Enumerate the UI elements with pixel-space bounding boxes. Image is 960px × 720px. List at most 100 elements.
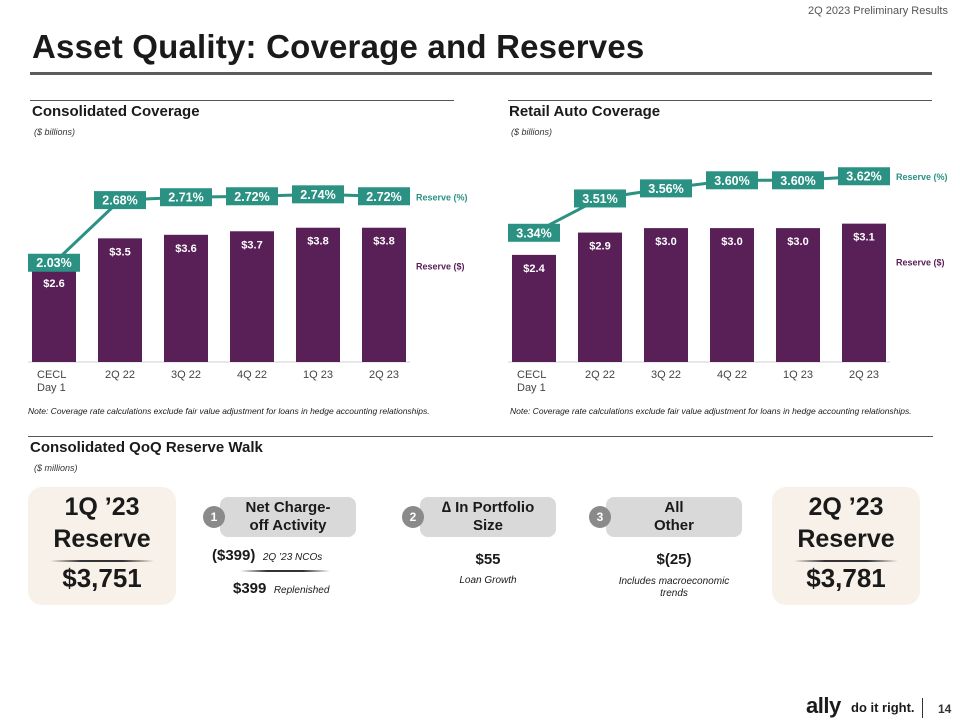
consolidated-line-label-0: 2.03% [36, 256, 71, 270]
retail-legend-reserve-dollars: Reserve ($) [896, 258, 945, 268]
tagline: do it right. [851, 700, 915, 715]
consolidated-category-label-2: 3Q 22 [171, 369, 201, 381]
reserve-walk-units: ($ millions) [34, 463, 78, 473]
step-net-charge-off-box: Net Charge- off Activity [220, 497, 356, 537]
retail-auto-coverage-title: Retail Auto Coverage [509, 103, 661, 120]
consolidated-line-marker-2 [160, 188, 212, 207]
start-reserve-box: 1Q ’23 Reserve $3,751 [28, 487, 176, 605]
consolidated-line-marker-5 [358, 187, 410, 206]
retail-bar-2 [644, 228, 688, 362]
end-reserve-label-line2: Reserve [797, 525, 895, 553]
retail-bar-label-0: $2.4 [523, 263, 545, 275]
retail-line-label-5: 3.62% [846, 170, 881, 184]
consolidated-bar-1 [98, 238, 142, 362]
retail-line-marker-3 [706, 171, 758, 190]
ally-logo: ally [806, 693, 841, 718]
consolidated-note: Note: Coverage rate calculations exclude… [28, 406, 430, 416]
section-divider-consolidated [30, 100, 454, 101]
consolidated-bar-4 [296, 227, 340, 362]
retail-bar-label-3: $3.0 [721, 236, 742, 248]
step-1-replenished-row: $399 Replenished [233, 580, 329, 598]
end-reserve-value: $3,781 [806, 563, 886, 593]
step-2-note: Loan Growth [459, 575, 517, 586]
consolidated-legend-reserve-pct: Reserve (%) [416, 192, 468, 202]
step-1-replenished-note: Replenished [273, 585, 330, 596]
step-portfolio-size-box: ∆ In Portfolio Size [420, 497, 556, 537]
retail-legend-reserve-pct: Reserve (%) [896, 172, 948, 182]
consolidated-category-label-0: CECL [37, 369, 66, 381]
retail-category-label-1: 2Q 22 [585, 369, 615, 381]
retail-category-label-3: 4Q 22 [717, 369, 747, 381]
footer-separator [922, 698, 923, 718]
step-1-label-line2: off Activity [249, 517, 327, 534]
step-1-label-line1: Net Charge- [245, 499, 331, 516]
step-3-label-line1: All [664, 499, 684, 516]
section-divider-retail [508, 100, 932, 101]
retail-line-marker-1 [574, 189, 626, 208]
step-1-nco-row: ($399) 2Q ’23 NCOs [212, 547, 322, 565]
retail-category-label-0-line2: Day 1 [517, 382, 546, 394]
consolidated-line-marker-0 [28, 253, 80, 272]
start-reserve-label-line2: Reserve [53, 525, 151, 553]
step-1-number: 1 [203, 506, 225, 528]
step-1-nco-note: 2Q ’23 NCOs [262, 552, 323, 563]
consolidated-category-label-0-line2: Day 1 [37, 382, 66, 394]
reserve-walk-title: Consolidated QoQ Reserve Walk [30, 439, 263, 456]
consolidated-line-marker-3 [226, 187, 278, 206]
consolidated-bar-2 [164, 234, 208, 362]
end-reserve-label-line1: 2Q ’23 [808, 493, 884, 521]
step-2-label-line2: Size [472, 517, 503, 534]
retail-category-label-5: 2Q 23 [849, 369, 879, 381]
consolidated-category-label-1: 2Q 22 [105, 369, 135, 381]
retail-bar-4 [776, 228, 820, 362]
consolidated-line-label-5: 2.72% [366, 190, 401, 204]
consolidated-line-label-1: 2.68% [102, 194, 137, 208]
step-1-nco-value: ($399) [212, 547, 256, 564]
consolidated-line-label-4: 2.74% [300, 188, 335, 202]
consolidated-line-label-3: 2.72% [234, 190, 269, 204]
consolidated-category-label-3: 4Q 22 [237, 369, 267, 381]
retail-line-label-3: 3.60% [714, 174, 749, 188]
step-3-label-line2: Other [653, 517, 694, 534]
step-3-note-line2: trends [660, 588, 688, 599]
consolidated-category-label-5: 2Q 23 [369, 369, 399, 381]
consolidated-bar-3 [230, 231, 274, 362]
retail-note: Note: Coverage rate calculations exclude… [510, 406, 912, 416]
retail-category-label-0: CECL [517, 369, 546, 381]
retail-line-marker-2 [640, 179, 692, 198]
retail-units: ($ billions) [511, 127, 553, 137]
step-1-divider [240, 570, 330, 572]
consolidated-units: ($ billions) [34, 127, 76, 137]
section-divider-walk [28, 436, 933, 437]
step-3-note-line1: Includes macroeconomic [618, 576, 730, 587]
consolidated-line-marker-4 [292, 185, 344, 204]
start-reserve-value: $3,751 [62, 563, 142, 593]
end-reserve-divider [794, 560, 898, 562]
retail-line-label-4: 3.60% [780, 174, 815, 188]
retail-category-label-4: 1Q 23 [783, 369, 813, 381]
retail-line-marker-0 [508, 223, 560, 242]
step-2-label-line1: ∆ In Portfolio [441, 499, 535, 516]
start-reserve-label-line1: 1Q ’23 [64, 493, 140, 521]
consolidated-bar-0 [32, 270, 76, 362]
retail-line-marker-5 [838, 167, 890, 186]
consolidated-line-marker-1 [94, 191, 146, 210]
consolidated-bar-label-3: $3.7 [241, 239, 262, 251]
step-3-number: 3 [589, 506, 611, 528]
title-divider [30, 72, 932, 75]
retail-bar-label-5: $3.1 [853, 232, 874, 244]
step-1-replenished-value: $399 [233, 580, 267, 597]
retail-bar-3 [710, 228, 754, 362]
step-3-value: $(25) [656, 551, 692, 568]
step-2-value: $55 [475, 551, 501, 568]
page-title: Asset Quality: Coverage and Reserves [32, 28, 645, 65]
step-2-number: 2 [402, 506, 424, 528]
consolidated-bar-5 [362, 227, 406, 362]
consolidated-bar-label-4: $3.8 [307, 236, 328, 248]
consolidated-bar-label-2: $3.6 [175, 243, 196, 255]
consolidated-category-label-4: 1Q 23 [303, 369, 333, 381]
page-number: 14 [938, 702, 952, 716]
retail-bar-label-2: $3.0 [655, 236, 676, 248]
